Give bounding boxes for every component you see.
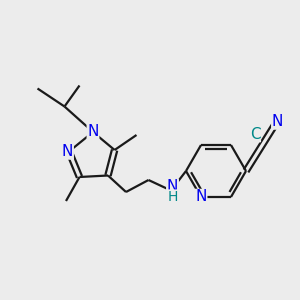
Text: N: N (62, 144, 73, 159)
Text: H: H (167, 190, 178, 204)
Text: N: N (195, 190, 207, 205)
Text: N: N (167, 179, 178, 194)
Text: C: C (250, 127, 260, 142)
Text: N: N (272, 114, 283, 129)
Text: N: N (87, 124, 99, 140)
